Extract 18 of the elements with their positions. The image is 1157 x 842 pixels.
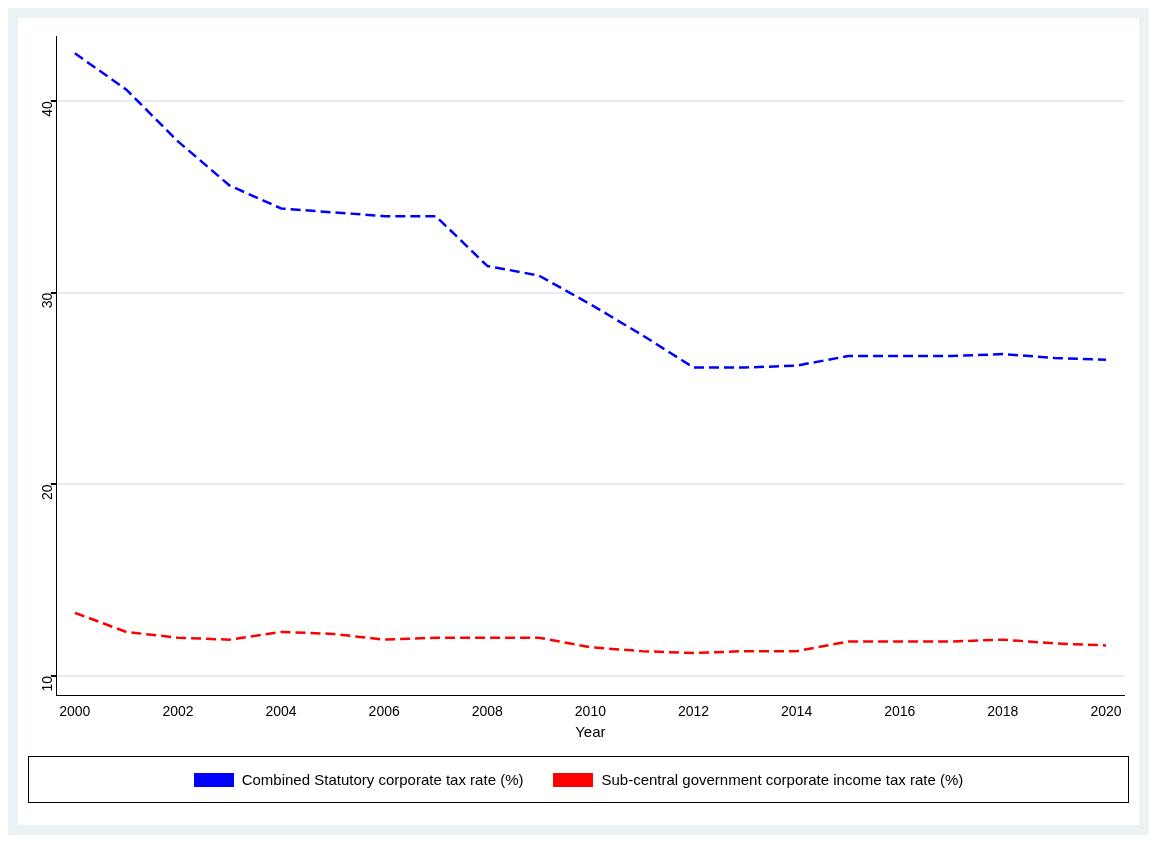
x-tick-label: 2010 (574, 703, 607, 720)
x-tick-label: 2000 (59, 703, 91, 720)
x-tick-label: 2014 (781, 703, 813, 720)
x-tick-label: 2006 (368, 703, 400, 720)
x-tick-label: 2008 (471, 703, 504, 720)
x-tick-label: 2016 (884, 703, 916, 720)
x-axis-title: Year (575, 723, 606, 741)
legend-label: Sub-central government corporate income tax rate (%) (601, 771, 964, 788)
x-tick-label: 2020 (1090, 703, 1122, 720)
x-tick-label: 2018 (987, 703, 1019, 720)
x-tick-label: 2002 (162, 703, 194, 720)
x-tick-label: 2004 (265, 703, 297, 720)
y-tick-label: 30 (38, 292, 55, 309)
legend-label: Combined Statutory corporate tax rate (%) (241, 771, 524, 788)
y-tick-label: 20 (38, 484, 55, 500)
x-tick-label: 2012 (677, 703, 710, 720)
y-tick-label: 10 (38, 675, 55, 692)
y-tick-label: 40 (38, 100, 55, 117)
